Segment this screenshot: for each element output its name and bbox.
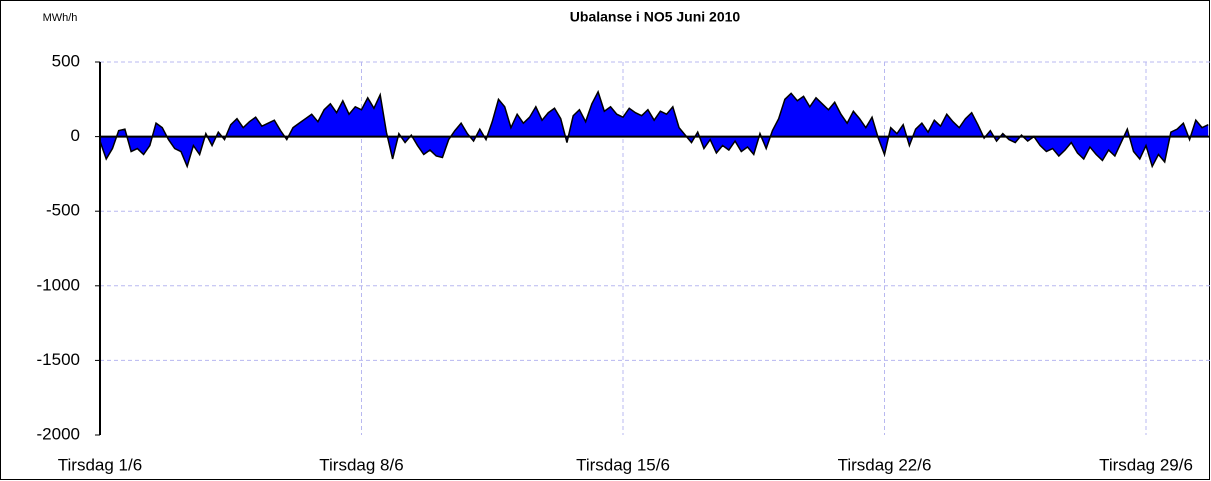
chart-title: Ubalanse i NO5 Juni 2010 (570, 9, 741, 25)
y-tick-label: -2000 (37, 424, 80, 443)
x-tick-label: Tirsdag 22/6 (838, 455, 932, 474)
y-tick-label: 0 (71, 126, 80, 145)
x-tick-label: Tirsdag 15/6 (576, 455, 670, 474)
x-tick-label: Tirsdag 1/6 (58, 455, 142, 474)
y-axis-label: MWh/h (43, 12, 78, 24)
y-tick-label: -1500 (37, 350, 80, 369)
y-tick-label: -500 (46, 201, 80, 220)
y-tick-label: 500 (52, 51, 80, 70)
x-tick-label: Tirsdag 8/6 (319, 455, 403, 474)
area-line (99, 89, 1209, 169)
area-fill (100, 91, 1209, 167)
y-tick-label: -1000 (37, 275, 80, 294)
x-tick-label: Tirsdag 29/6 (1099, 455, 1193, 474)
